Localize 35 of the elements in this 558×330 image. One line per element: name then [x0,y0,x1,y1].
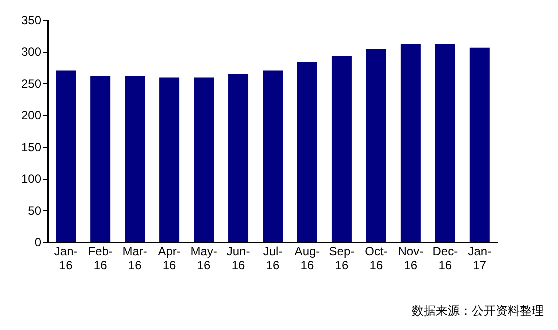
x-tick-label: Jan-16 [54,244,78,272]
x-tick-label: Jan-17 [468,244,492,272]
bar [125,76,146,242]
bar [90,76,111,242]
source-note: 数据来源：公开资料整理 [412,303,544,320]
bar [194,78,214,242]
x-tick-label: Dec-16 [432,244,458,272]
bar [435,44,456,242]
bar [228,74,249,242]
x-tick-label: Oct-16 [365,244,388,272]
y-tick-label: 350 [21,14,42,28]
y-tick-label: 200 [21,108,42,123]
bar [366,49,386,242]
x-tick-label: Mar-16 [122,244,148,272]
x-tick-label: Jun-16 [226,244,250,272]
bar [263,70,283,242]
bar [160,78,180,242]
y-tick-label: 0 [34,236,42,250]
bar [56,70,76,242]
bar [297,62,318,242]
bar [470,48,490,242]
x-tick-label: Nov-16 [398,244,424,272]
x-tick-label: Sep-16 [329,244,355,272]
x-tick-label: Jul-16 [263,244,283,272]
x-tick-label: May-16 [190,244,218,272]
x-tick-label: Feb-16 [88,244,113,272]
x-tick-label: Aug-16 [294,244,320,272]
bar [400,44,421,242]
y-tick-label: 100 [21,172,42,186]
bar [332,56,352,242]
x-tick-label: Apr-16 [158,244,181,272]
y-tick-label: 50 [28,204,42,218]
y-tick-label: 250 [21,76,42,91]
y-tick-label: 300 [21,45,42,60]
y-tick-label: 150 [21,140,42,154]
